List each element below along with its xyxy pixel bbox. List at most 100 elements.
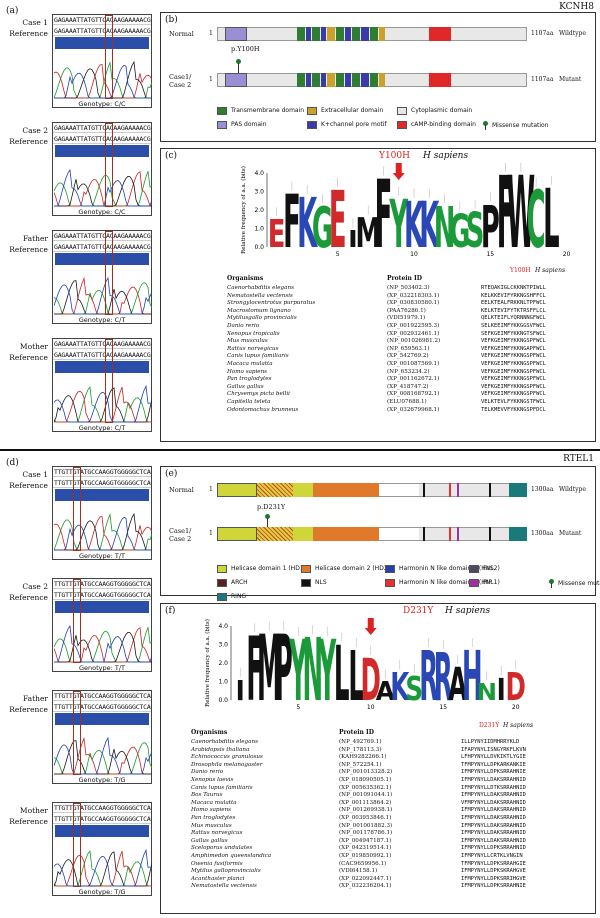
domain-block [379, 527, 419, 541]
legend-swatch [217, 121, 227, 129]
domain-block [352, 27, 360, 41]
logo-letter: E [329, 174, 347, 265]
logo-letter: L [348, 637, 364, 717]
case-label: Case1/ Case 2 [169, 527, 192, 543]
aligned-sequence: VFMPYNYLLDAKSRRAHNID [461, 799, 526, 806]
sequence-row: TTGTTGTATGCCAAGGTGGGGGCTCAG [53, 803, 151, 813]
trace-line [54, 740, 152, 775]
logo-letter: R [419, 637, 438, 717]
protein-id: (NP_492769.1) [339, 739, 382, 745]
missense-legend-icon [549, 579, 554, 584]
logo-title-variant: D231Y [403, 606, 434, 616]
protein-id: (PAA76286.1) [387, 307, 426, 314]
end-label-mut: 1107aa [531, 76, 554, 83]
protein-id: (XP_018090505.1) [339, 777, 392, 783]
legend-label: K+channel pore motif [321, 121, 387, 128]
protein-id: (XP_002932461.1) [387, 330, 440, 337]
logo-letter: I [348, 225, 358, 252]
trace-line [54, 168, 152, 207]
domain-block [457, 483, 459, 497]
genotype-label: Genotype: C/T [78, 424, 126, 432]
trace-line [54, 851, 152, 887]
organism-name: Danio rerio [191, 769, 224, 776]
domain-block [370, 27, 378, 41]
domain-block [306, 27, 311, 41]
organism-name: Nematostella vectensis [227, 292, 293, 299]
legend-label: Harmonin N like domain 1 (HNL1) [399, 579, 500, 586]
logo-letter: W [507, 157, 535, 269]
x-tick-label: 15 [486, 251, 494, 258]
mutant-label: Mutant [559, 530, 582, 537]
y-tick-label: 1.0 [254, 226, 264, 233]
sequence-row: GAGAAATTATGTTCACAAGAAAAACG [53, 339, 151, 349]
aligned-sequence: VEFKGEIMFYKKNGAPFWCL [481, 345, 546, 352]
panel-b: (b) Normal 1 1107aa Wildtype p.Y100H Cas… [160, 12, 596, 142]
variant-arrow [364, 618, 377, 635]
domain-block [313, 483, 379, 497]
domain-block [312, 73, 320, 87]
sequence-row: TTGTTGTATGCCAAGGTGGGGGCTCAG [53, 579, 151, 589]
quality-bar [55, 145, 149, 157]
logo-letter: M [355, 210, 381, 258]
organism-name: Owenia fusiformis [191, 860, 243, 867]
wildtype-label: Wildtype [559, 30, 586, 37]
organism-name: Macaca mulatta [191, 799, 237, 806]
reference-sequence-row: TTGTTGTATGCCAAGGTGGGGGCTCAG [53, 702, 151, 712]
aligned-sequence: EELKTEALFRKKNLTPFWCL [481, 300, 546, 307]
reference-label: Reference [9, 245, 48, 254]
aligned-sequence: KELKKEVIFYRKNGSHFFCL [481, 292, 546, 299]
organism-name: Danio rerio [227, 323, 260, 329]
logo-letter: P [481, 193, 500, 262]
reference-sequence-row: TTGTTGTATGCCAAGGTGGGGGCTCAG [53, 478, 151, 488]
trace-line [54, 516, 152, 551]
protein-id: (XP_001087569.1) [387, 361, 440, 367]
protein-id: (XP_032679968.1) [387, 406, 440, 413]
trace-line [54, 512, 152, 551]
trace-line [54, 624, 152, 663]
domain-block [489, 483, 491, 497]
protein-id: (ELU07688.1) [387, 399, 427, 405]
aligned-sequence: IFMPYNYLLDAKSRRAHNID [461, 830, 526, 837]
trace-peaks [54, 736, 152, 775]
domain-block [449, 483, 451, 497]
reference-sequence-row: GAGAAATTATGTTCACAAGAAAAACG [53, 242, 151, 252]
reference-label: Reference [9, 29, 48, 38]
domain-block [217, 483, 257, 497]
variant-highlight-box [105, 231, 113, 315]
legend-label: cAMP-binding domain [411, 121, 476, 128]
trace-peaks [54, 384, 152, 423]
chromatogram-trace: GAGAAATTATGTTCACAAGAAAAACG GAGAAATTATGTTC… [52, 14, 152, 108]
organism-name: Xenopus tropicalis [227, 330, 280, 337]
legend-missense: Missense mutation [492, 122, 549, 129]
end-label: 1107aa [531, 30, 554, 37]
quality-bar [55, 601, 149, 613]
domain-block [312, 27, 320, 41]
aligned-sequence: VEFKGEIMFYKKNGSPFWCL [481, 353, 546, 360]
variant-highlight-box [105, 339, 113, 423]
trace-line [54, 736, 152, 775]
domain-block [489, 527, 491, 541]
x-tick-label: 5 [336, 251, 340, 258]
aligned-sequence: IFMPYNYLLDAKSRRAHNID [461, 815, 526, 821]
legend-swatch [385, 565, 395, 573]
aligned-sequence: TELKMEVVFYKKNGSPFDCL [481, 406, 546, 413]
organism-name: Mytilusgallo provincialis [227, 315, 297, 322]
protein-id: (XP_019850992.1) [339, 853, 392, 859]
organism-name: Xenopus laevis [191, 777, 234, 783]
aligned-sequence: IFMPYNYLLDTKSRRAHNID [461, 784, 526, 791]
organism-name: Mus musculus [227, 338, 268, 345]
domain-block [313, 527, 379, 541]
logo-title-species: H sapiens [445, 606, 491, 616]
logo-letter: G [449, 205, 470, 258]
trace-line [54, 386, 152, 423]
legend-label: ARCH [231, 579, 248, 586]
domain-block [423, 527, 425, 541]
y-axis-label: Relative frequency of a.a. (bits) [240, 166, 247, 254]
aligned-sequence: VELKTEVLFYKKNGSTFWCL [481, 399, 546, 405]
legend-swatch [301, 565, 311, 573]
x-tick-label: 5 [296, 704, 300, 711]
protein-id: (XP_022092447.1) [339, 875, 392, 882]
domain-block [345, 73, 351, 87]
variant-highlight-box [73, 691, 81, 775]
start-label-mut: 1 [209, 530, 213, 537]
